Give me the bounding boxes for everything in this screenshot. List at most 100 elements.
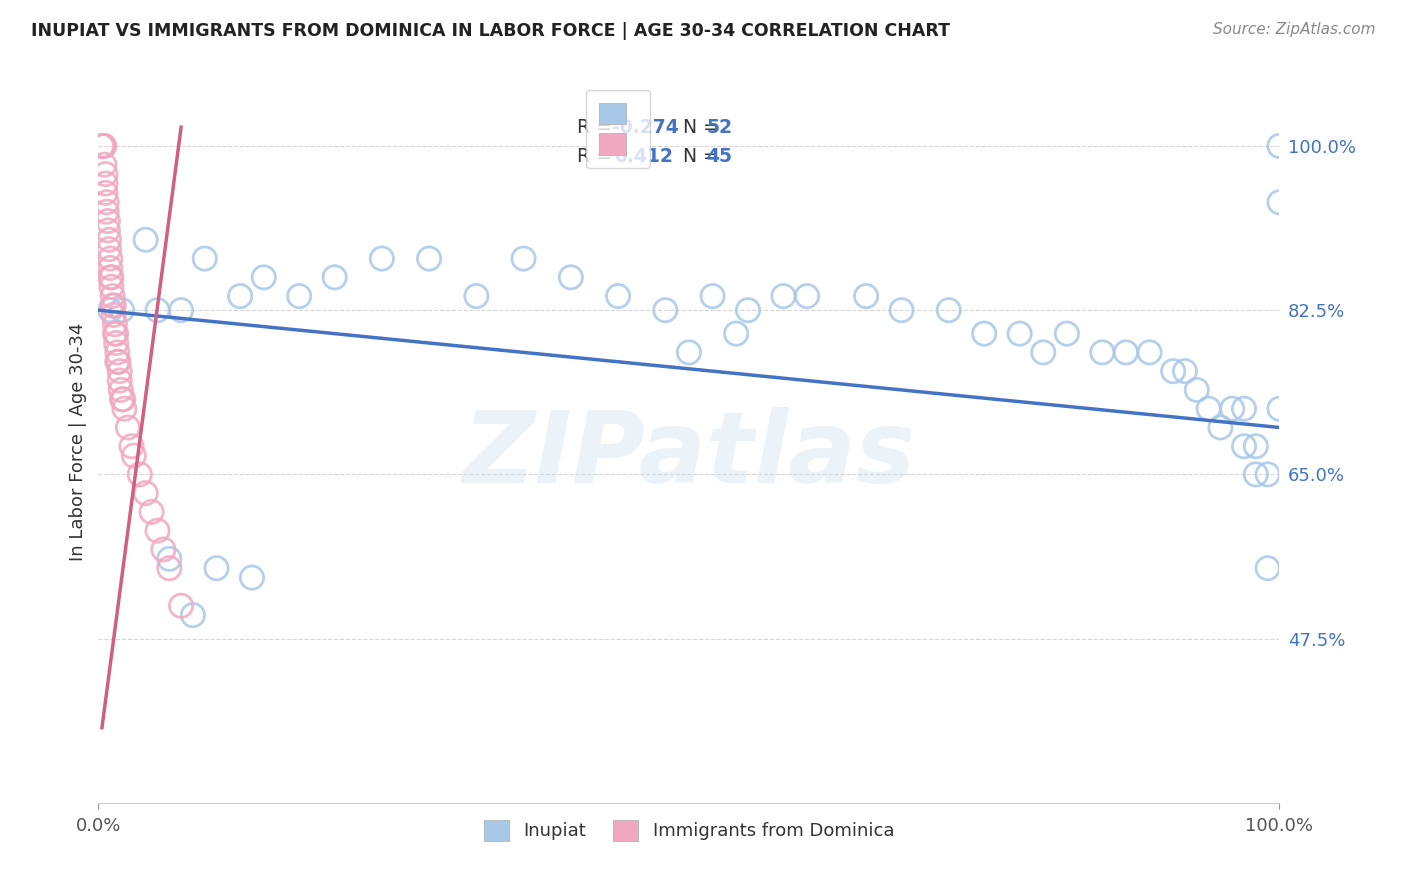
Point [855, 289, 877, 303]
Point [418, 252, 440, 266]
Point [194, 252, 217, 266]
Point [112, 401, 135, 416]
Point [772, 289, 794, 303]
Point [205, 561, 228, 575]
Point [1198, 401, 1220, 416]
Point [181, 608, 204, 623]
Point [973, 326, 995, 341]
Point [678, 345, 700, 359]
Point [100, 279, 122, 293]
Point [1115, 345, 1137, 359]
Point [122, 449, 145, 463]
Point [94, 186, 117, 200]
Point [737, 303, 759, 318]
Point [112, 392, 135, 407]
Point [98, 233, 121, 247]
Point [1139, 345, 1161, 359]
Point [152, 542, 174, 557]
Point [98, 270, 121, 285]
Y-axis label: In Labor Force | Age 30-34: In Labor Force | Age 30-34 [69, 322, 87, 561]
Point [654, 303, 676, 318]
Point [96, 195, 118, 210]
Point [1268, 195, 1291, 210]
Point [170, 303, 193, 318]
Point [91, 139, 114, 153]
Text: R =: R = [576, 118, 617, 136]
Point [98, 242, 121, 256]
Point [1032, 345, 1054, 359]
Point [100, 270, 122, 285]
Point [110, 383, 132, 397]
Point [103, 308, 125, 322]
Point [107, 355, 129, 369]
Point [1008, 326, 1031, 341]
Point [146, 303, 169, 318]
Point [1257, 561, 1279, 575]
Point [1257, 467, 1279, 482]
Point [1244, 439, 1267, 453]
Point [108, 374, 131, 388]
Point [104, 318, 127, 332]
Point [1185, 383, 1208, 397]
Point [1244, 467, 1267, 482]
Point [101, 298, 124, 312]
Point [465, 289, 488, 303]
Point [98, 260, 121, 275]
Text: 0.412: 0.412 [614, 146, 673, 166]
Point [94, 167, 117, 181]
Text: R =: R = [576, 146, 617, 166]
Point [104, 326, 127, 341]
Text: Source: ZipAtlas.com: Source: ZipAtlas.com [1212, 22, 1375, 37]
Point [105, 355, 128, 369]
Point [108, 364, 131, 378]
Point [135, 233, 157, 247]
Point [1174, 364, 1197, 378]
Point [938, 303, 960, 318]
Point [560, 270, 582, 285]
Point [93, 139, 115, 153]
Point [253, 270, 276, 285]
Point [170, 599, 193, 613]
Point [1091, 345, 1114, 359]
Point [141, 505, 163, 519]
Point [371, 252, 394, 266]
Point [101, 289, 124, 303]
Point [157, 561, 180, 575]
Point [91, 139, 114, 153]
Point [725, 326, 748, 341]
Point [96, 204, 118, 219]
Point [146, 524, 169, 538]
Point [1220, 401, 1243, 416]
Point [111, 303, 134, 318]
Point [512, 252, 534, 266]
Point [1268, 139, 1291, 153]
Point [121, 439, 143, 453]
Point [240, 571, 263, 585]
Point [1233, 401, 1256, 416]
Point [97, 223, 120, 237]
Point [105, 326, 128, 341]
Point [98, 303, 121, 318]
Point [128, 467, 150, 482]
Point [135, 486, 157, 500]
Point [229, 289, 252, 303]
Point [1161, 364, 1184, 378]
Point [111, 392, 134, 407]
Point [157, 551, 180, 566]
Text: N =: N = [683, 146, 725, 166]
Point [702, 289, 724, 303]
Point [93, 158, 115, 172]
Text: INUPIAT VS IMMIGRANTS FROM DOMINICA IN LABOR FORCE | AGE 30-34 CORRELATION CHART: INUPIAT VS IMMIGRANTS FROM DOMINICA IN L… [31, 22, 950, 40]
Point [796, 289, 818, 303]
Legend: Inupiat, Immigrants from Dominica: Inupiat, Immigrants from Dominica [477, 813, 901, 848]
Point [1209, 420, 1232, 434]
Point [97, 214, 120, 228]
Point [98, 252, 121, 266]
Point [105, 336, 128, 351]
Point [607, 289, 630, 303]
Text: -0.274: -0.274 [612, 118, 679, 136]
Text: 52: 52 [707, 118, 733, 136]
Point [288, 289, 311, 303]
Point [1056, 326, 1078, 341]
Point [103, 298, 125, 312]
